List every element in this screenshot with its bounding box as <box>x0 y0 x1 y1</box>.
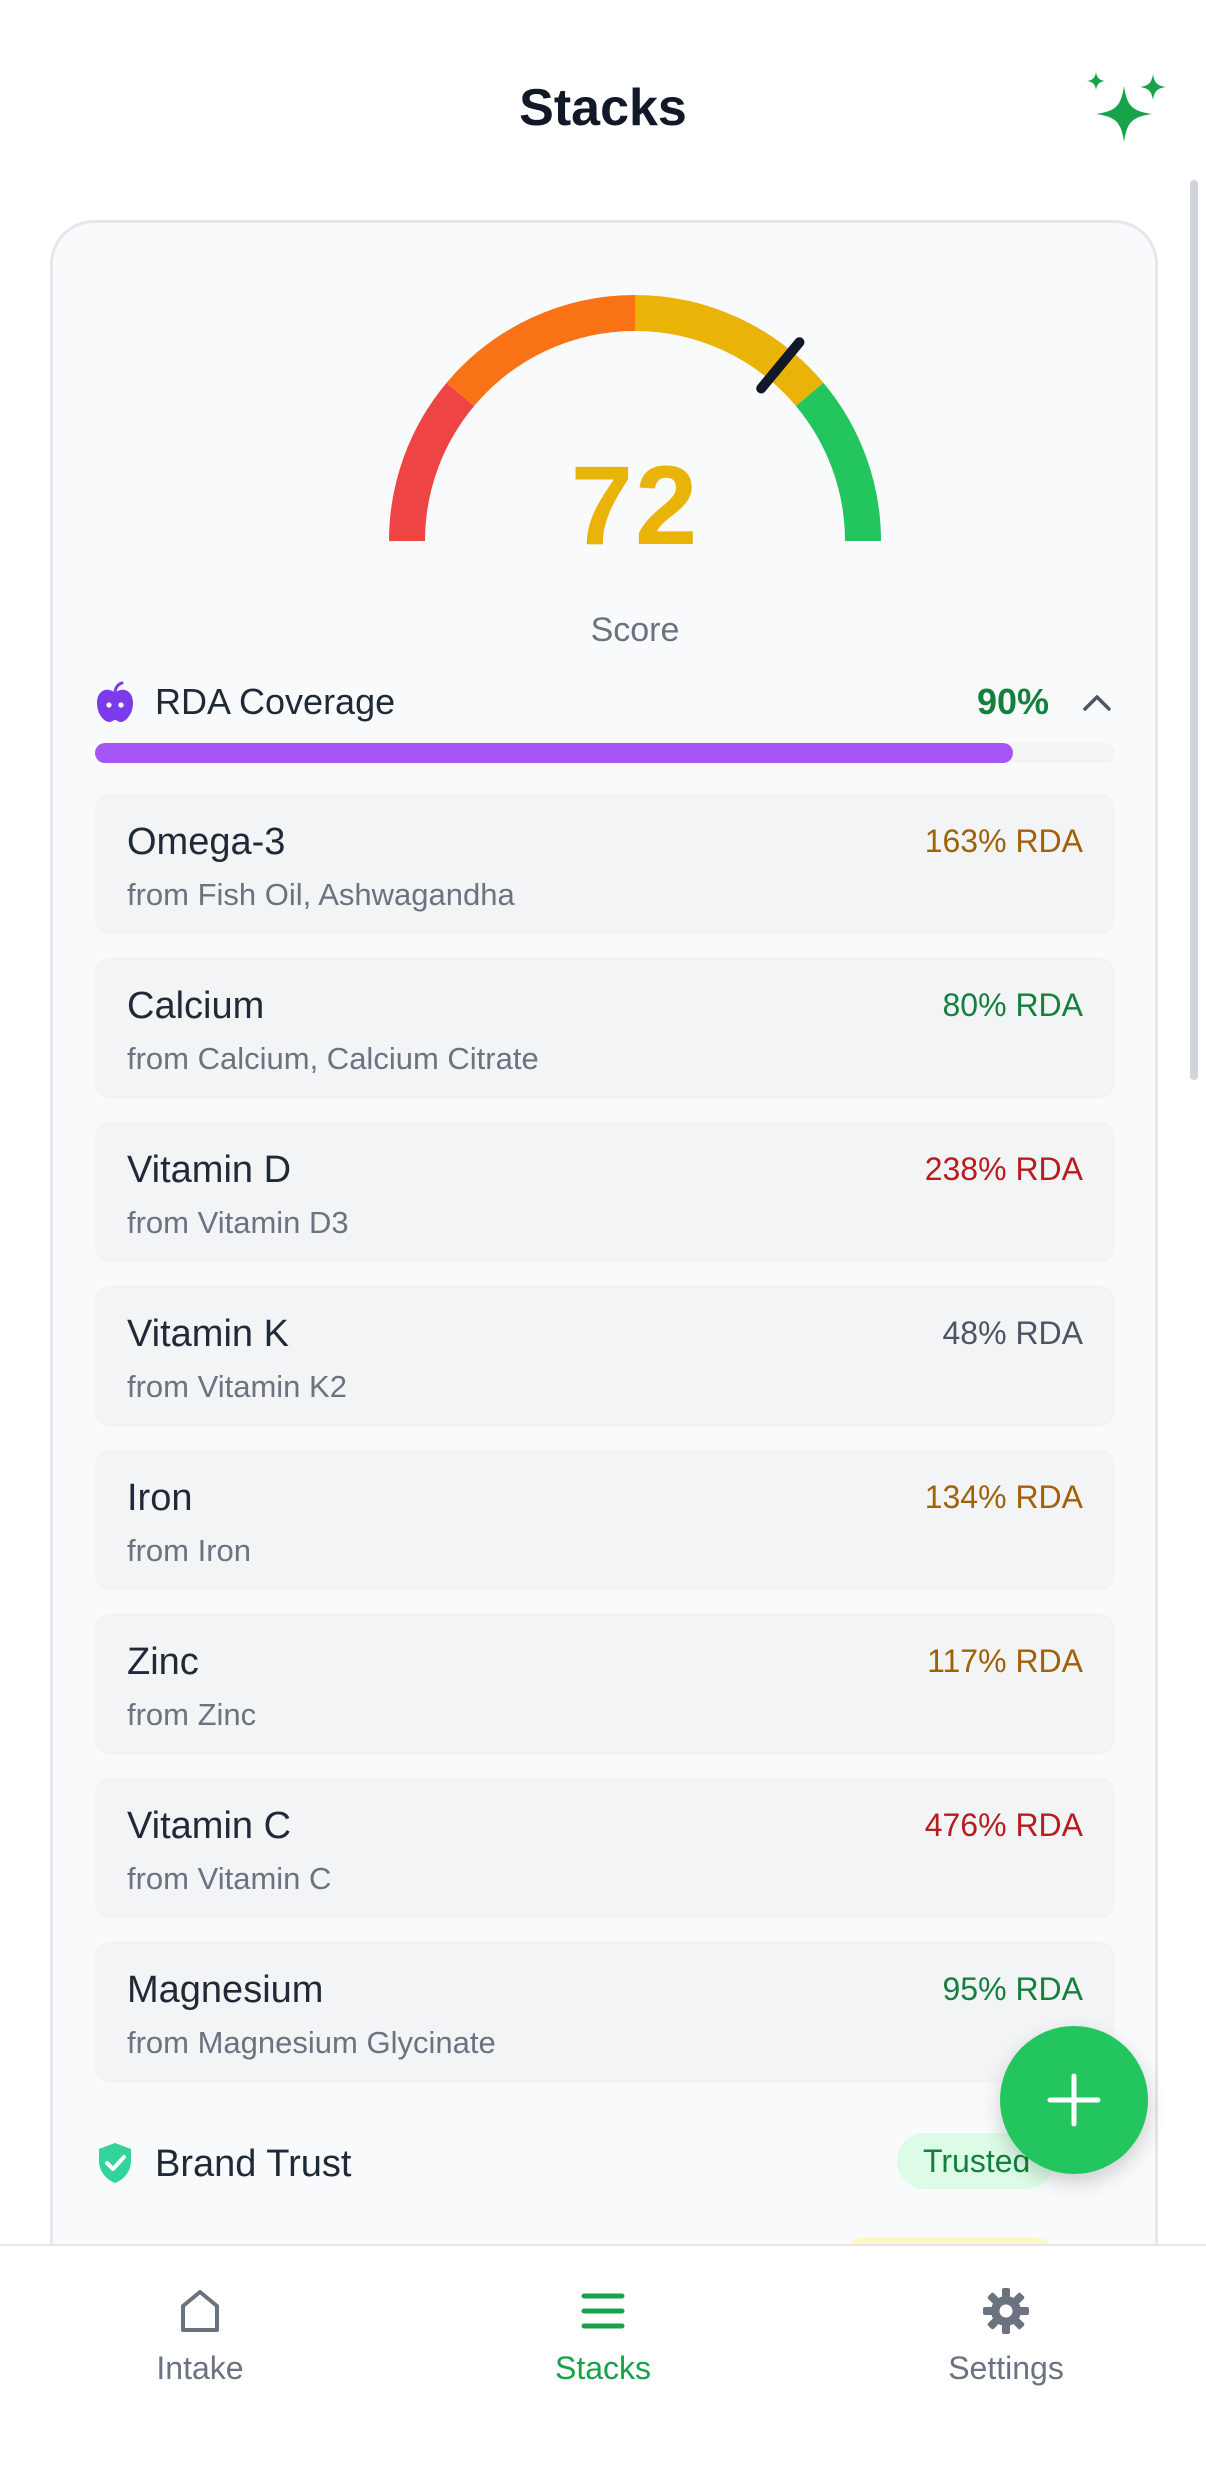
nav-item-intake[interactable]: Intake <box>50 2246 350 2406</box>
rda-coverage-title: RDA Coverage <box>155 681 396 722</box>
rda-coverage-header[interactable]: RDA Coverage 90% <box>95 671 1115 731</box>
gauge-indicator <box>756 337 805 394</box>
brand-trust-row[interactable]: Brand Trust Trusted <box>95 2133 1115 2203</box>
trusted-badge: Trusted <box>897 2133 1055 2189</box>
nutrient-name: Calcium <box>127 985 265 1027</box>
scrollbar[interactable] <box>1190 180 1198 1080</box>
nutrient-rda: 80% RDA <box>942 987 1084 1023</box>
nutrient-rda: 476% RDA <box>924 1807 1083 1843</box>
nutrient-row[interactable]: Vitamin D from Vitamin D3 238% RDA <box>95 1121 1115 1263</box>
shield-check-icon <box>99 2143 131 2183</box>
nutrient-rda: 117% RDA <box>927 1643 1083 1679</box>
nutrient-source: from Vitamin D3 <box>127 1205 349 1240</box>
header: Stacks <box>0 0 1206 220</box>
nutrient-source: from Vitamin C <box>127 1861 332 1896</box>
nutrient-row[interactable]: Magnesium from Magnesium Glycinate 95% R… <box>95 1941 1115 2083</box>
nutrient-name: Zinc <box>127 1641 199 1683</box>
nutrient-source: from Fish Oil, Ashwagandha <box>127 877 515 912</box>
brand-trust-title: Brand Trust <box>155 2143 352 2185</box>
nutrient-source: from Calcium, Calcium Citrate <box>127 1041 539 1076</box>
nutrient-rda: 163% RDA <box>924 823 1083 859</box>
nutrient-row[interactable]: Calcium from Calcium, Calcium Citrate 80… <box>95 957 1115 1099</box>
sparkles-icon <box>1087 72 1166 142</box>
nutrient-name: Vitamin D <box>127 1149 292 1191</box>
nutrient-rda: 238% RDA <box>924 1151 1083 1187</box>
bottom-navigation: Intake Stacks <box>0 2244 1206 2492</box>
rda-coverage-percent: 90% <box>976 681 1049 722</box>
rda-coverage-progress-fill <box>95 743 1013 763</box>
gauge-segment-green <box>795 382 881 542</box>
nav-item-stacks[interactable]: Stacks <box>453 2246 753 2406</box>
chevron-up-icon[interactable] <box>1079 685 1115 721</box>
gear-icon <box>983 2288 1029 2334</box>
gauge-segment-yellow <box>634 295 824 407</box>
nutrient-name: Magnesium <box>127 1969 324 2011</box>
nutrient-name: Iron <box>127 1477 193 1519</box>
gauge-segment-red <box>389 382 475 542</box>
nutrient-row[interactable]: Vitamin K from Vitamin K2 48% RDA <box>95 1285 1115 1427</box>
nutrient-source: from Vitamin K2 <box>127 1369 347 1404</box>
nutrient-rda: 134% RDA <box>924 1479 1083 1515</box>
score-gauge: 72 Score <box>383 263 887 649</box>
nutrient-name: Vitamin K <box>127 1313 289 1355</box>
nutrient-row[interactable]: Vitamin C from Vitamin C 476% RDA <box>95 1777 1115 1919</box>
nutrient-row[interactable]: Iron from Iron 134% RDA <box>95 1449 1115 1591</box>
stack-summary-card: 72 Score RDA Coverage 90% Omega-3 from F… <box>50 220 1158 2320</box>
nav-label-intake: Intake <box>156 2350 244 2386</box>
nutrient-rda: 95% RDA <box>942 1971 1084 2007</box>
apple-icon <box>97 681 133 722</box>
nutrient-list: Omega-3 from Fish Oil, Ashwagandha 163% … <box>95 793 1115 2105</box>
gauge-segment-orange <box>446 295 636 407</box>
nutrient-row[interactable]: Zinc from Zinc 117% RDA <box>95 1613 1115 1755</box>
nutrient-source: from Magnesium Glycinate <box>127 2025 496 2060</box>
home-icon <box>181 2290 219 2332</box>
nutrient-rda: 48% RDA <box>942 1315 1084 1351</box>
rda-coverage-progress <box>95 743 1115 763</box>
nutrient-source: from Zinc <box>127 1697 257 1732</box>
page-title: Stacks <box>519 79 687 137</box>
nutrient-name: Vitamin C <box>127 1805 292 1847</box>
nav-label-stacks: Stacks <box>554 2350 652 2386</box>
nutrient-source: from Iron <box>127 1533 252 1568</box>
add-supplement-button[interactable] <box>1000 2026 1148 2174</box>
nutrient-name: Omega-3 <box>127 821 286 863</box>
stacks-icon <box>581 2293 625 2329</box>
nav-item-settings[interactable]: Settings <box>856 2246 1156 2406</box>
sparkles-button[interactable] <box>1082 68 1172 158</box>
score-label: Score <box>590 611 680 649</box>
gauge-arc <box>389 295 881 542</box>
nutrient-row[interactable]: Omega-3 from Fish Oil, Ashwagandha 163% … <box>95 793 1115 935</box>
nav-label-settings: Settings <box>948 2350 1064 2386</box>
plus-icon <box>1047 2073 1101 2127</box>
score-value: 72 <box>570 443 700 568</box>
